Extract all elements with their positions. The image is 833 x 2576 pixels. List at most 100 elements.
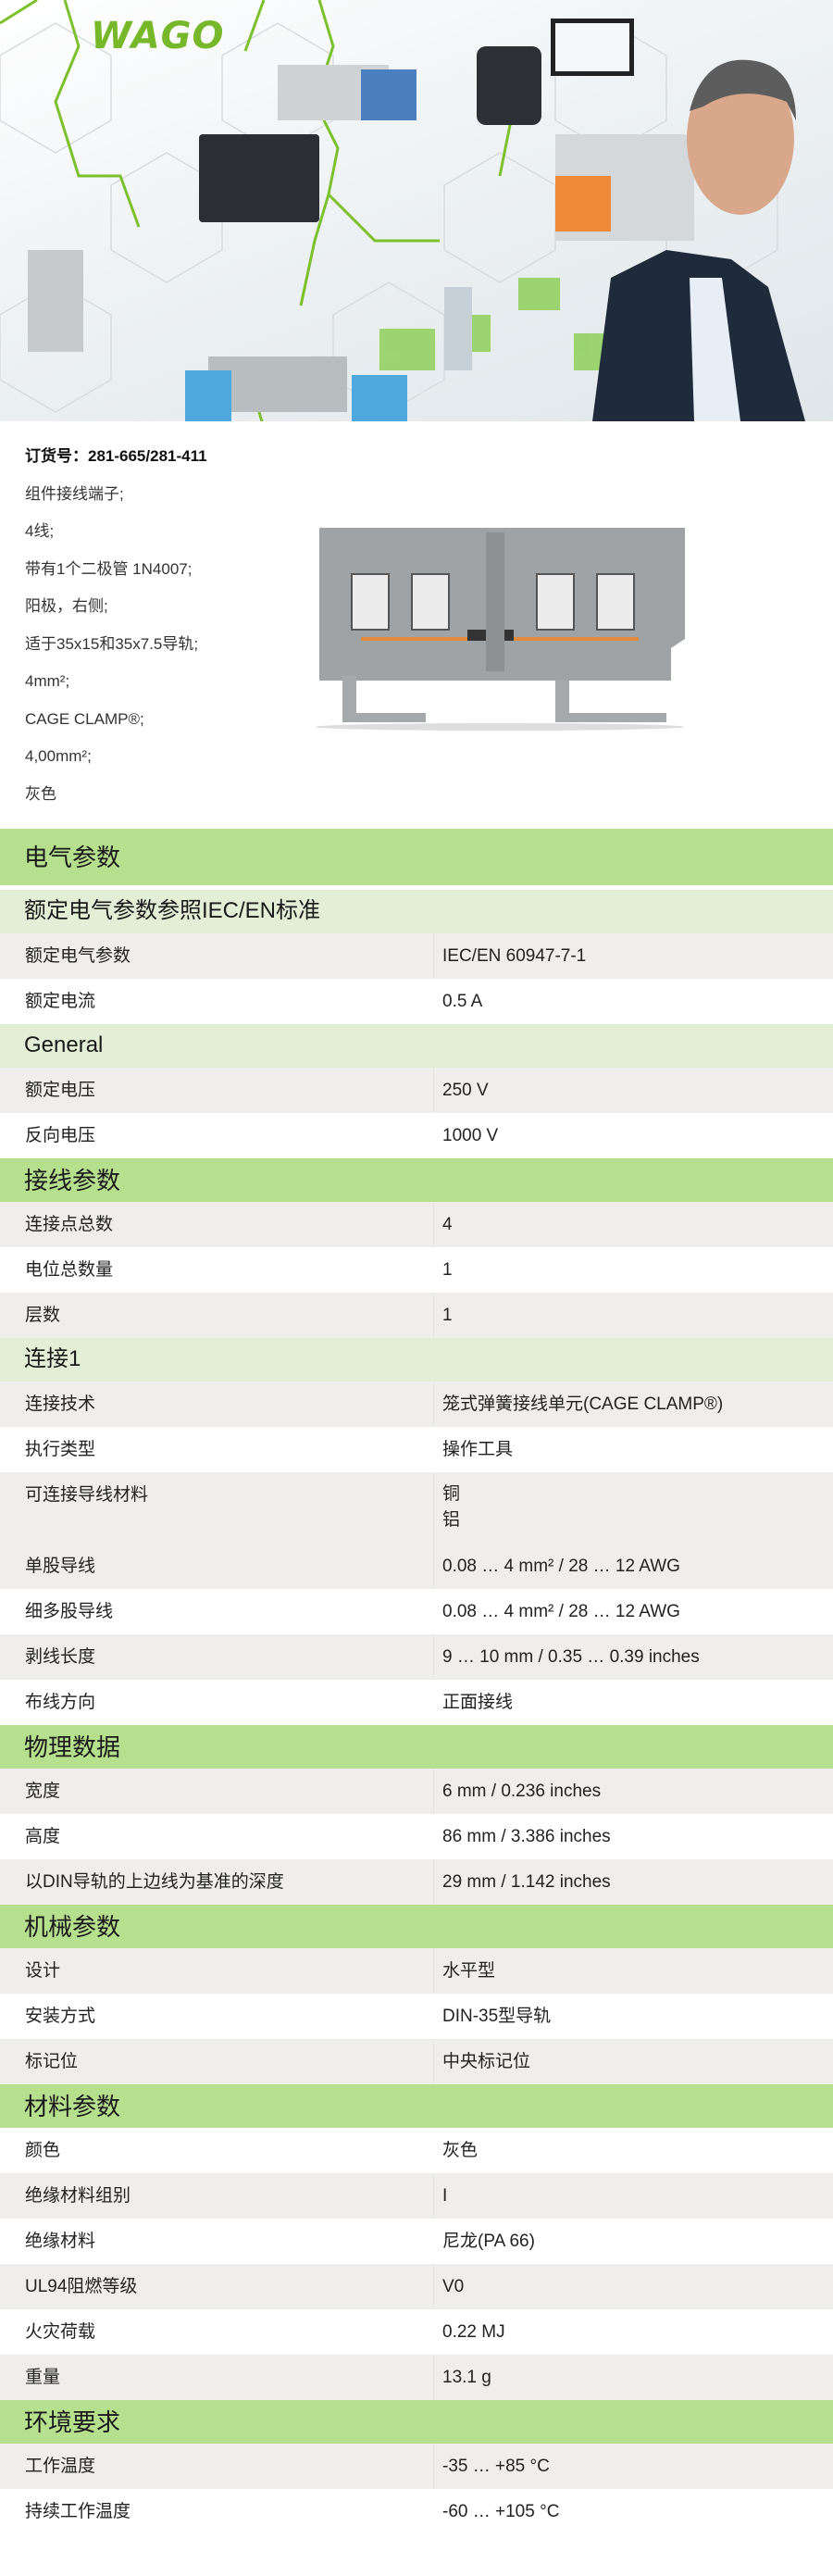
section-header: 电气参数 [0,829,833,885]
spec-label: 持续工作温度 [25,2502,131,2521]
spec-row: 执行类型 操作工具 [0,1427,833,1472]
spec-label: 电位总数量 [25,1260,114,1280]
spec-value: 水平型 [442,1961,496,1981]
spec-label: 设计 [25,1961,61,1981]
section-header: 环境要求 [0,2400,833,2444]
man-portrait-image [592,59,805,421]
hexagon-network-graphic [0,0,805,421]
spec-row: 反向电压 1000 V [0,1113,833,1158]
spec-label: 以DIN导轨的上边线为基准的深度 [25,1872,284,1892]
spec-row: 工作温度 -35 … +85 °C [0,2444,833,2489]
spec-value: 0.5 A [442,992,483,1011]
spec-value: IEC/EN 60947-7-1 [442,946,587,966]
section-title: 材料参数 [24,2093,121,2120]
touch-panel-image [199,134,319,222]
section-header: 接线参数 [0,1158,833,1202]
spec-value: 4 [442,1215,453,1234]
spec-table: 电气参数额定电气参数参照IEC/EN标准额定电气参数 IEC/EN 60947-7… [0,829,833,2534]
spec-label: UL94阻燃等级 [25,2277,138,2296]
description-line: 4线; [25,522,55,540]
subsection-header: 额定电气参数参照IEC/EN标准 [0,890,833,933]
spec-label: 宽度 [25,1782,61,1801]
spec-row: 重量 13.1 g [0,2355,833,2400]
section-title: 环境要求 [24,2408,121,2436]
spec-value: V0 [442,2277,465,2296]
spec-value: 29 mm / 1.142 inches [442,1872,611,1892]
hero-banner: WAGO [0,0,833,421]
spec-value: 铜 铝 [442,1484,461,1530]
spec-row: 绝缘材料 尼龙(PA 66) [0,2219,833,2264]
spec-row: 单股导线 0.08 … 4 mm² / 28 … 12 AWG [0,1544,833,1589]
spec-row: 设计 水平型 [0,1948,833,1994]
subsection-header: General [0,1024,833,1068]
spec-label: 单股导线 [25,1557,96,1576]
section-title: 额定电气参数参照IEC/EN标准 [24,898,321,923]
spec-row: 火灾荷载 0.22 MJ [0,2309,833,2355]
spec-row: 电位总数量 1 [0,1247,833,1293]
spec-label: 标记位 [25,2052,79,2071]
spec-label: 颜色 [25,2141,61,2160]
section-title: 接线参数 [24,1167,121,1194]
spec-label: 额定电流 [25,992,96,1011]
section-header: 机械参数 [0,1905,833,1948]
description-line: 组件接线端子; [25,484,124,503]
spec-row: 可连接导线材料 铜 铝 [0,1472,833,1544]
spec-row: 细多股导线 0.08 … 4 mm² / 28 … 12 AWG [0,1589,833,1634]
spec-value: 0.08 … 4 mm² / 28 … 12 AWG [442,1602,680,1621]
wago-logo: WAGO [91,15,225,57]
spec-value: I [442,2186,448,2206]
spec-row: 持续工作温度 -60 … +105 °C [0,2489,833,2534]
spec-label: 层数 [25,1306,61,1325]
spec-row: 连接技术 笼式弹簧接线单元(CAGE CLAMP®) [0,1382,833,1427]
spec-label: 绝缘材料 [25,2232,96,2251]
spec-row: 额定电流 0.5 A [0,979,833,1024]
spec-value: 9 … 10 mm / 0.35 … 0.39 inches [442,1647,700,1667]
spec-value: 正面接线 [442,1693,514,1712]
spec-label: 执行类型 [25,1440,96,1459]
spec-label: 安装方式 [25,2007,96,2026]
spec-row: 连接点总数 4 [0,1202,833,1247]
spec-label: 连接技术 [25,1394,96,1414]
spec-label: 连接点总数 [25,1215,114,1234]
spec-row: 标记位 中央标记位 [0,2039,833,2084]
spec-value: 尼龙(PA 66) [442,2232,535,2251]
spec-label: 火灾荷载 [25,2322,96,2342]
section-title: 机械参数 [24,1913,121,1941]
spec-value: DIN-35型导轨 [442,2007,552,2026]
section-title: 连接1 [24,1346,81,1371]
printer-image [477,46,541,125]
subsection-header: 连接1 [0,1338,833,1382]
spec-row: 高度 86 mm / 3.386 inches [0,1814,833,1859]
section-header: 材料参数 [0,2084,833,2128]
spec-label: 额定电气参数 [25,946,131,966]
spec-value: 1 [442,1260,453,1280]
spec-value: 1000 V [442,1126,499,1145]
spec-row: 绝缘材料组别 I [0,2173,833,2219]
spec-label: 工作温度 [25,2457,96,2476]
spec-value: -35 … +85 °C [442,2457,550,2476]
spec-row: 以DIN导轨的上边线为基准的深度 29 mm / 1.142 inches [0,1859,833,1905]
spec-value: 250 V [442,1081,489,1100]
spec-label: 细多股导线 [25,1602,114,1621]
spec-label: 剥线长度 [25,1647,96,1667]
spec-value: 0.22 MJ [442,2322,505,2342]
section-header: 物理数据 [0,1725,833,1769]
spec-label: 额定电压 [25,1081,96,1100]
spec-row: 额定电气参数 IEC/EN 60947-7-1 [0,933,833,979]
description-line: 阳极，右侧; [25,597,108,615]
spec-row: 剥线长度 9 … 10 mm / 0.35 … 0.39 inches [0,1634,833,1680]
spec-value: 灰色 [442,2141,479,2160]
spec-value: 1 [442,1306,453,1325]
order-number: 订货号：281-665/281-411 [25,447,207,465]
spec-label: 重量 [25,2368,61,2387]
terminal-block-product-image [305,509,713,736]
section-title: 电气参数 [24,844,121,871]
spec-value: 13.1 g [442,2368,491,2387]
spec-row: 安装方式 DIN-35型导轨 [0,1994,833,2039]
spec-row: 颜色 灰色 [0,2128,833,2173]
description-line: 适于35x15和35x7.5导轨; [25,634,199,653]
description-line: 4,00mm²; [25,747,92,765]
description-line: CAGE CLAMP®; [25,709,144,728]
description-line: 4mm²; [25,672,70,690]
spec-label: 可连接导线材料 [25,1485,149,1505]
